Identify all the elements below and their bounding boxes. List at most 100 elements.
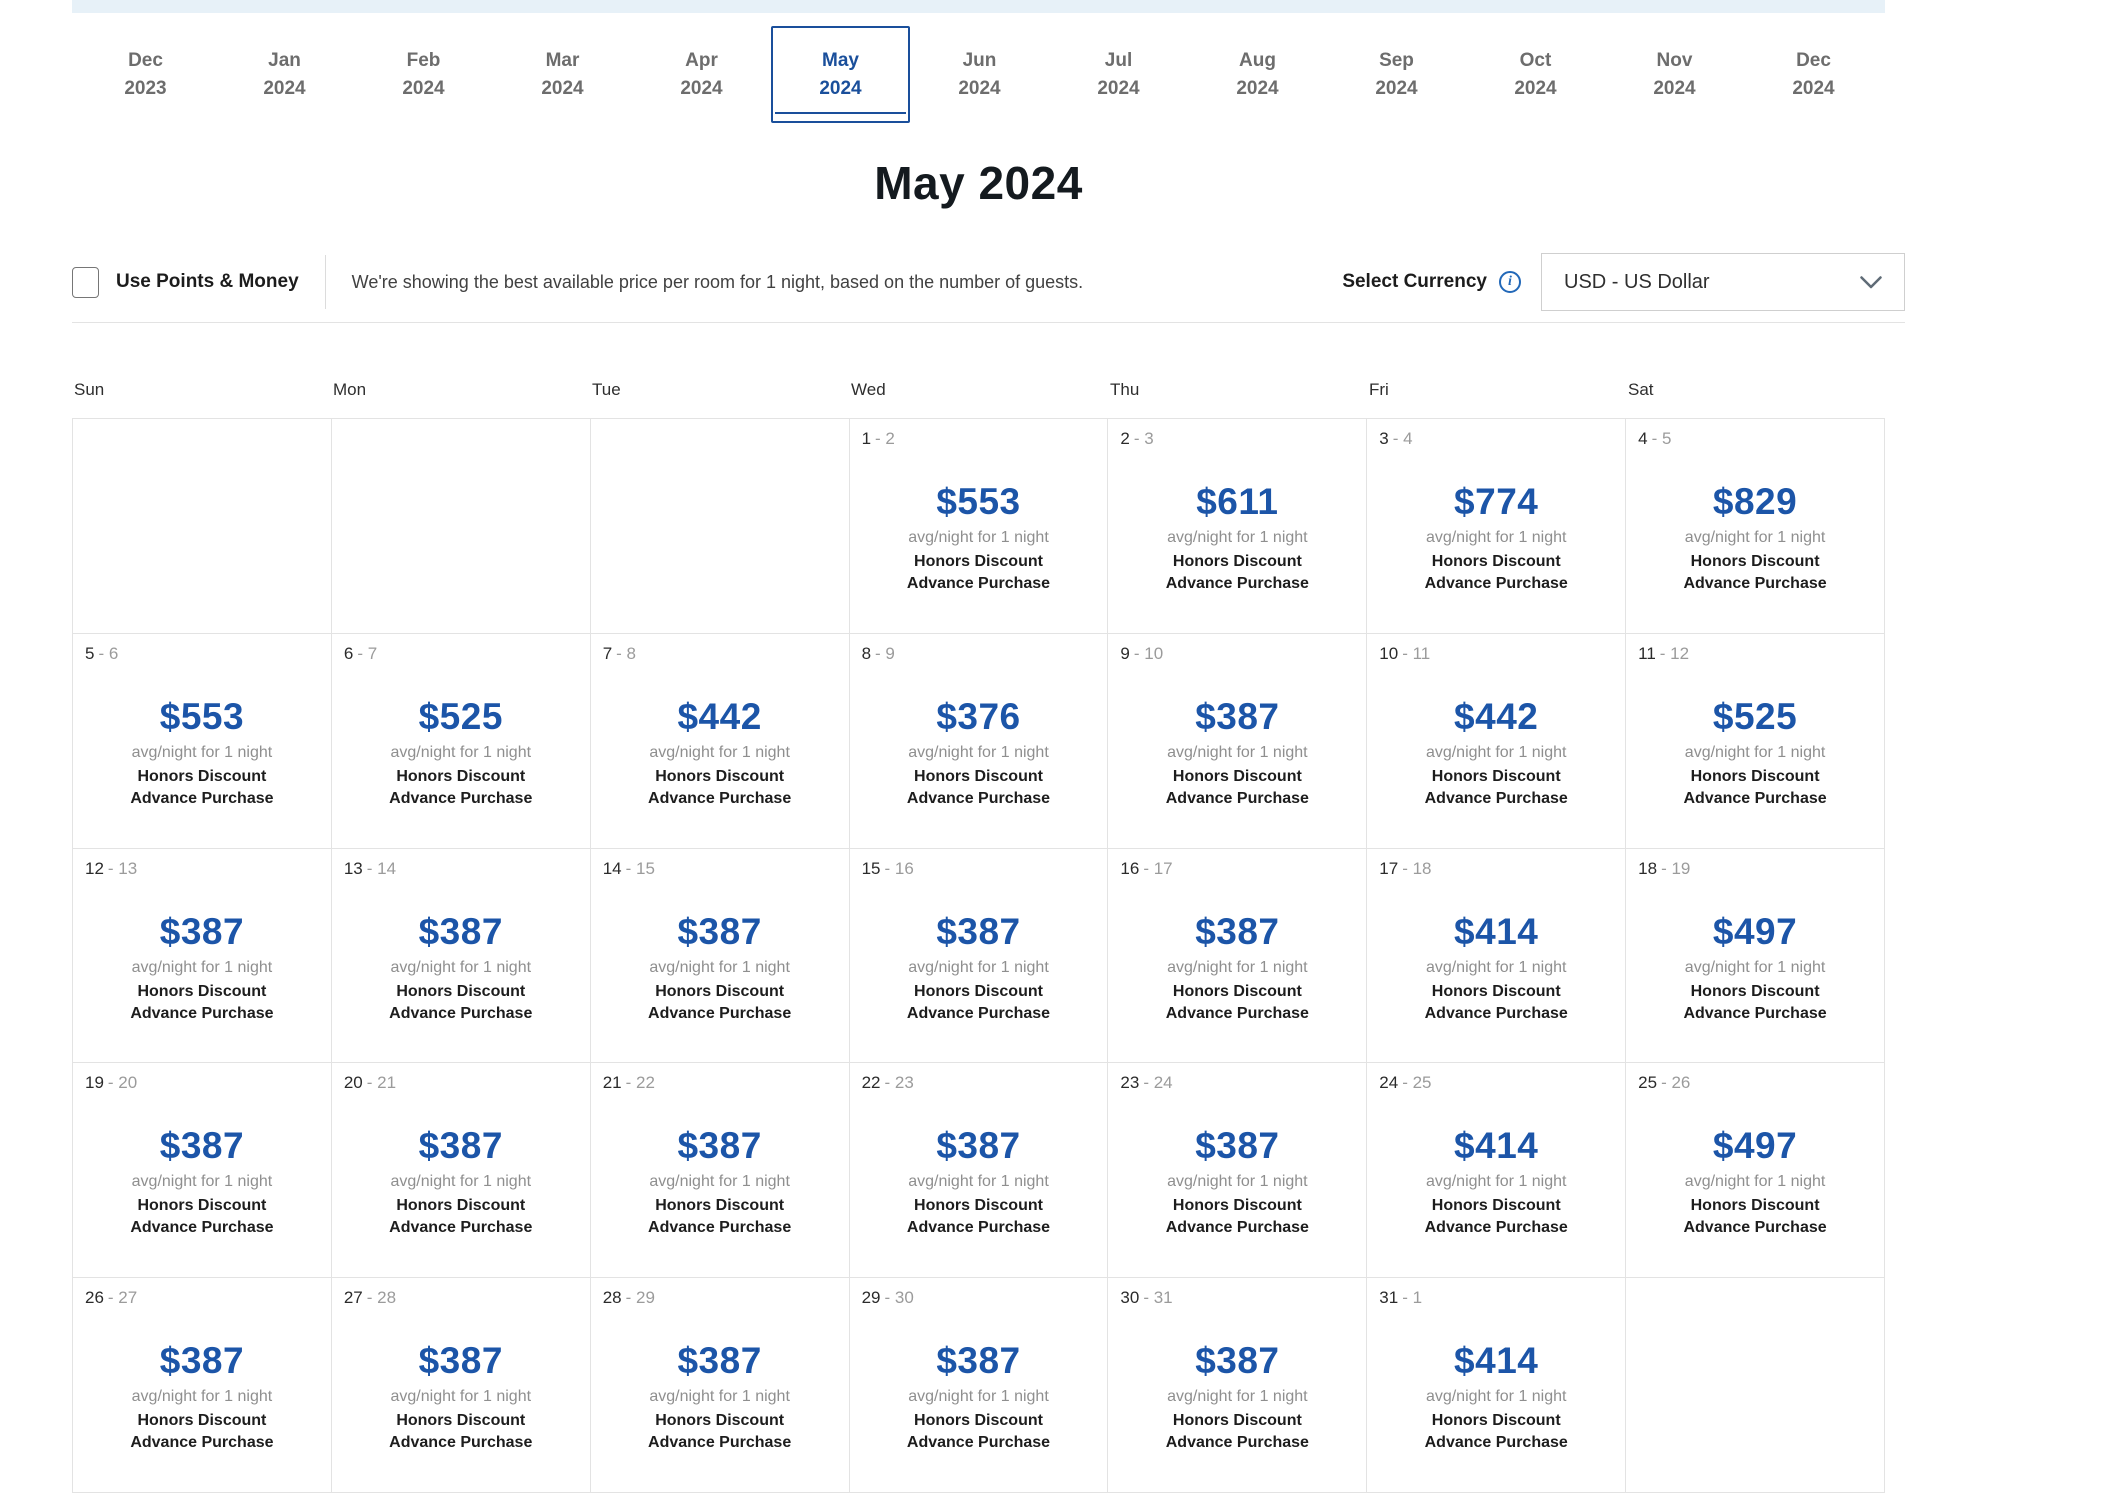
calendar-cell-may-27[interactable]: 27- 28 $387 avg/night for 1 night Honors Di… [331, 1278, 590, 1492]
rate-name-label: Honors Discount Advance Purchase [1683, 982, 1827, 1022]
month-tab-apr-2024[interactable]: Apr 2024 [632, 26, 771, 123]
calendar-cell-may-6[interactable]: 6- 7 $525 avg/night for 1 night Honors Disc… [331, 633, 590, 848]
month-tab-nov-2024[interactable]: Nov 2024 [1605, 26, 1744, 123]
calendar-cell-may-20[interactable]: 20- 21 $387 avg/night for 1 night Honors Di… [331, 1063, 590, 1278]
calendar-cell-may-24[interactable]: 24- 25 $414 avg/night for 1 night Honors Di… [1367, 1063, 1626, 1278]
tab-month-label: Dec [128, 49, 163, 71]
calendar-cell-may-28[interactable]: 28- 29 $387 avg/night for 1 night Honors Di… [590, 1278, 849, 1492]
avg-night-label: avg/night for 1 night [649, 958, 790, 976]
rate-name-label: Honors Discount Advance Purchase [1424, 767, 1568, 807]
calendar-cell-may-25[interactable]: 25- 26 $497 avg/night for 1 night Honors Di… [1626, 1063, 1884, 1278]
checkout-day: - 15 [625, 858, 655, 878]
cell-price-block: $525 avg/night for 1 night Honors Discount… [1638, 695, 1872, 810]
calendar-cell-may-2[interactable]: 2- 3 $611 avg/night for 1 night Honors Disc… [1108, 419, 1367, 633]
cell-price-block: $387 avg/night for 1 night Honors Discount… [1120, 1339, 1354, 1454]
month-tab-mar-2024[interactable]: Mar 2024 [493, 26, 632, 123]
calendar-cell-may-18[interactable]: 18- 19 $497 avg/night for 1 night Honors Di… [1626, 848, 1884, 1063]
cell-price-block: $387 avg/night for 1 night Honors Discount… [85, 1124, 319, 1239]
calendar-cell-may-4[interactable]: 4- 5 $829 avg/night for 1 night Honors Disc… [1626, 419, 1884, 633]
cell-price-block: $387 avg/night for 1 night Honors Discount… [1120, 1124, 1354, 1239]
avg-night-label: avg/night for 1 night [131, 958, 273, 976]
calendar-cell-may-15[interactable]: 15- 16 $387 avg/night for 1 night Honors Di… [849, 848, 1108, 1063]
cell-price-block: $387 avg/night for 1 night Honors Discount… [344, 1124, 578, 1239]
month-tab-oct-2024[interactable]: Oct 2024 [1466, 26, 1605, 123]
info-icon[interactable]: i [1499, 271, 1521, 293]
calendar-cell-may-10[interactable]: 10- 11 $442 avg/night for 1 night Honors Di… [1367, 633, 1626, 848]
calendar-cell-may-14[interactable]: 14- 15 $387 avg/night for 1 night Honors Di… [590, 848, 849, 1063]
cell-price-block: $414 avg/night for 1 night Honors Discount… [1379, 1124, 1613, 1239]
price-value: $553 [159, 695, 245, 737]
calendar-cell-may-26[interactable]: 26- 27 $387 avg/night for 1 night Honors Di… [73, 1278, 331, 1492]
checkout-day: - 29 [625, 1288, 655, 1308]
date-range-label: 25- 26 [1638, 1073, 1872, 1093]
avg-night-label: avg/night for 1 night [1684, 1173, 1826, 1191]
use-points-checkbox[interactable] [72, 266, 99, 298]
calendar-cell-may-9[interactable]: 9- 10 $387 avg/night for 1 night Honors Dis… [1108, 633, 1367, 848]
month-tab-feb-2024[interactable]: Feb 2024 [354, 26, 493, 123]
tab-month-label: Mar [545, 49, 580, 71]
calendar-cell-may-12[interactable]: 12- 13 $387 avg/night for 1 night Honors Di… [73, 848, 331, 1063]
tab-year-label: 2024 [1097, 77, 1140, 99]
month-tab-jan-2024[interactable]: Jan 2024 [215, 26, 354, 123]
date-range-label: 3- 4 [1379, 429, 1613, 449]
month-tab-jun-2024[interactable]: Jun 2024 [910, 26, 1049, 123]
vertical-divider [324, 255, 326, 309]
calendar-cell-may-17[interactable]: 17- 18 $414 avg/night for 1 night Honors Di… [1367, 848, 1626, 1063]
calendar-cell-may-22[interactable]: 22- 23 $387 avg/night for 1 night Honors Di… [849, 1063, 1108, 1278]
calendar-cell-may-31[interactable]: 31- 1 $414 avg/night for 1 night Honors Dis… [1367, 1278, 1626, 1492]
month-tab-aug-2024[interactable]: Aug 2024 [1188, 26, 1327, 123]
cell-price-block: $387 avg/night for 1 night Honors Discount… [603, 1339, 837, 1454]
avg-night-label: avg/night for 1 night [908, 1173, 1049, 1191]
checkin-day: 3 [1379, 429, 1389, 448]
checkin-day: 25 [1638, 1073, 1658, 1093]
price-value: $553 [936, 481, 1021, 522]
month-tab-dec-2024[interactable]: Dec 2024 [1744, 26, 1883, 123]
calendar-cell-may-23[interactable]: 23- 24 $387 avg/night for 1 night Honors Di… [1108, 1063, 1367, 1278]
calendar-cell-may-19[interactable]: 19- 20 $387 avg/night for 1 night Honors Di… [73, 1063, 331, 1278]
cell-price-block: $442 avg/night for 1 night Honors Discount… [1379, 695, 1613, 810]
calendar-cell-may-1[interactable]: 1- 2 $553 avg/night for 1 night Honors Disc… [849, 419, 1108, 633]
page-title: May 2024 [874, 157, 1083, 209]
price-value: $387 [1195, 1340, 1280, 1382]
avg-night-label: avg/night for 1 night [1684, 958, 1826, 976]
avg-night-label: avg/night for 1 night [649, 743, 790, 761]
calendar-cell-may-11[interactable]: 11- 12 $525 avg/night for 1 night Honors Di… [1626, 633, 1884, 848]
checkin-day: 7 [602, 643, 613, 663]
cell-price-block: $376 avg/night for 1 night Honors Discount… [862, 695, 1096, 810]
avg-night-label: avg/night for 1 night [131, 1173, 273, 1191]
month-tab-jul-2024[interactable]: Jul 2024 [1049, 26, 1188, 123]
cell-price-block: $387 avg/night for 1 night Honors Discount… [862, 1124, 1096, 1239]
calendar-cell-may-16[interactable]: 16- 17 $387 avg/night for 1 night Honors Di… [1108, 848, 1367, 1063]
checkout-day: - 6 [98, 643, 119, 663]
date-range-label: 1- 2 [862, 429, 1096, 449]
date-range-label: 4- 5 [1638, 429, 1872, 449]
calendar-cell-may-30[interactable]: 30- 31 $387 avg/night for 1 night Honors Di… [1108, 1278, 1367, 1492]
tab-year-label: 2024 [680, 77, 723, 99]
calendar-cell-may-21[interactable]: 21- 22 $387 avg/night for 1 night Honors Di… [590, 1063, 849, 1278]
month-tab-may-2024[interactable]: May 2024 [771, 26, 910, 123]
month-tab-dec-2023[interactable]: Dec 2023 [76, 26, 215, 123]
avg-night-label: avg/night for 1 night [908, 1388, 1049, 1406]
cell-price-block: $497 avg/night for 1 night Honors Discount… [1638, 910, 1872, 1025]
tab-month-label: Dec [1796, 49, 1831, 71]
price-value: $387 [159, 1340, 245, 1382]
calendar-cell-may-29[interactable]: 29- 30 $387 avg/night for 1 night Honors Di… [849, 1278, 1108, 1492]
date-range-label: 24- 25 [1379, 1073, 1613, 1093]
date-range-label: 10- 11 [1379, 644, 1613, 664]
checkout-day: - 30 [884, 1288, 914, 1308]
rate-name-label: Honors Discount Advance Purchase [1424, 553, 1568, 592]
currency-select[interactable]: USD - US Dollar [1541, 253, 1905, 311]
calendar-cell-may-13[interactable]: 13- 14 $387 avg/night for 1 night Honors Di… [331, 848, 590, 1063]
tab-year-label: 2024 [402, 77, 445, 99]
month-tab-sep-2024[interactable]: Sep 2024 [1327, 26, 1466, 123]
calendar-cell-may-8[interactable]: 8- 9 $376 avg/night for 1 night Honors Disc… [849, 633, 1108, 848]
rate-name-label: Honors Discount Advance Purchase [389, 1412, 533, 1452]
use-points-label: Use Points & Money [116, 271, 299, 292]
month-tab-strip: Dec 2023 Jan 2024 Feb 2024 Mar 2024 Apr 2024 May 20… [76, 26, 1886, 123]
calendar-cell-may-5[interactable]: 5- 6 $553 avg/night for 1 night Honors Disc… [73, 633, 331, 848]
calendar-cell-empty [590, 419, 849, 633]
calendar-cell-may-3[interactable]: 3- 4 $774 avg/night for 1 night Honors Disc… [1367, 419, 1626, 633]
calendar-cell-may-7[interactable]: 7- 8 $442 avg/night for 1 night Honors Disc… [590, 633, 849, 848]
cell-price-block: $387 avg/night for 1 night Honors Discount… [603, 910, 837, 1025]
cell-price-block: $387 avg/night for 1 night Honors Discount… [603, 1124, 837, 1239]
